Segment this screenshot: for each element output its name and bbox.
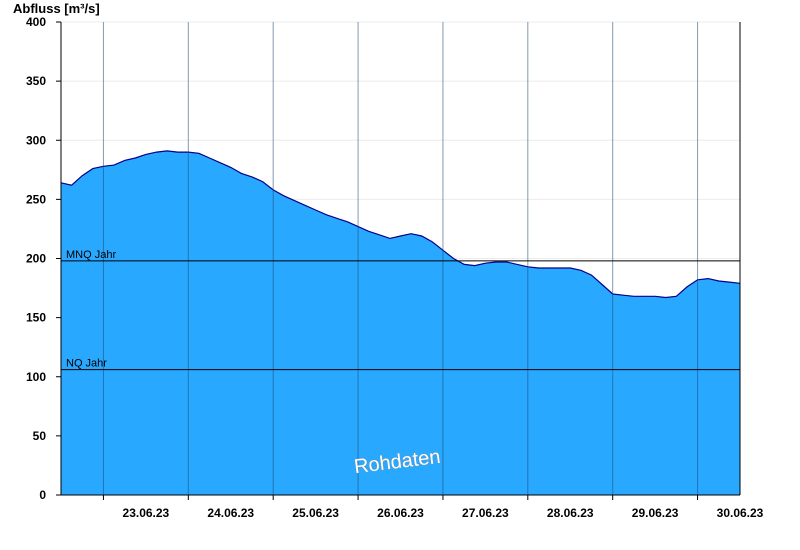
discharge-fill bbox=[61, 150, 740, 495]
reference-line-label: MNQ Jahr bbox=[66, 249, 116, 261]
axis-labels: 23.06.23 24.06.23 25.06.23 26.06.23 27.06.23… bbox=[26, 15, 764, 520]
y-tick-label: 400 bbox=[26, 15, 46, 29]
y-tick-label: 350 bbox=[26, 74, 46, 88]
y-tick-label: 300 bbox=[26, 133, 46, 147]
y-axis-title: Abfluss [m³/s] bbox=[13, 1, 100, 16]
y-tick-label: 50 bbox=[33, 429, 47, 443]
y-tick-label: 0 bbox=[39, 488, 46, 502]
x-tick-label: 28.06.23 bbox=[547, 506, 594, 520]
day-grid-lines bbox=[102, 22, 699, 495]
discharge-area bbox=[60, 150, 741, 495]
y-tick-label: 200 bbox=[26, 252, 46, 266]
x-tick-label: 26.06.23 bbox=[377, 506, 424, 520]
x-tick-label: 24.06.23 bbox=[207, 506, 254, 520]
x-tick-label: 27.06.23 bbox=[462, 506, 509, 520]
discharge-line bbox=[60, 150, 741, 299]
x-tick-label: 30.06.23 bbox=[717, 506, 764, 520]
axes bbox=[56, 21, 741, 500]
x-tick-label: 25.06.23 bbox=[292, 506, 339, 520]
reference-line-label: NQ Jahr bbox=[66, 358, 107, 370]
x-tick-label: 29.06.23 bbox=[632, 506, 679, 520]
x-tick-label: 23.06.23 bbox=[123, 506, 170, 520]
reference-lines: MNQ Jahr NQ Jahr bbox=[61, 249, 740, 371]
y-tick-label: 100 bbox=[26, 370, 46, 384]
y-tick-label: 150 bbox=[26, 311, 46, 325]
y-tick-label: 250 bbox=[26, 192, 46, 206]
